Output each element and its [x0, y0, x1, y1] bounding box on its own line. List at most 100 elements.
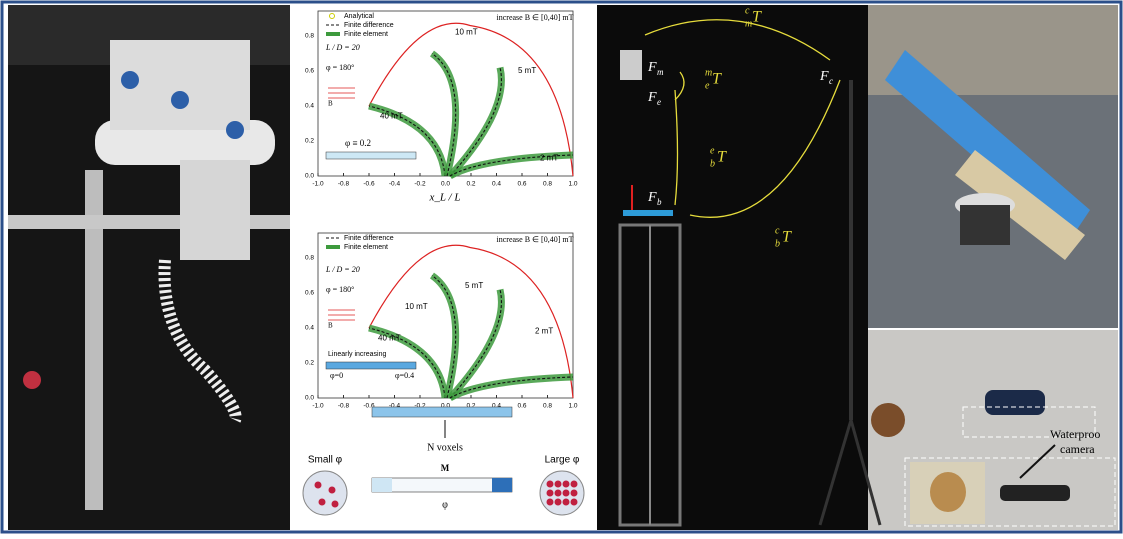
x-label: x_L / L: [429, 192, 461, 204]
camera-label: Waterproo: [1050, 427, 1100, 441]
particle: [571, 499, 578, 506]
curve-label: 40 mT: [378, 334, 401, 343]
curve-label: 2 mT: [540, 154, 558, 163]
gradient-rod: [372, 407, 512, 417]
transform-sub: b: [710, 158, 715, 169]
y-tick-label: 0.2: [305, 360, 314, 367]
y-tick-label: 0.0: [305, 173, 314, 180]
x-tick-label: 0.8: [543, 403, 552, 410]
photo-continuum-robot: [868, 5, 1118, 328]
particle: [571, 481, 578, 488]
rod: [326, 362, 416, 369]
transform-symbol: T: [717, 149, 727, 166]
x-tick-label: -0.8: [338, 403, 350, 410]
n-voxels: N voxels: [427, 442, 463, 453]
transform-sub: b: [775, 238, 780, 249]
voxel-strip-end: [492, 478, 512, 492]
x-tick-label: 1.0: [568, 403, 577, 410]
x-tick-label: 1.0: [568, 181, 577, 188]
y-tick-label: 0.8: [305, 255, 314, 262]
legend-label: Finite element: [344, 244, 388, 251]
photo-tracking: [597, 5, 880, 530]
transform-sup: c: [775, 225, 780, 236]
curve-label: 40 mT: [380, 112, 403, 121]
particle: [547, 490, 554, 497]
voxel-phi: φ: [442, 499, 448, 510]
x-tick-label: 0.4: [492, 181, 501, 188]
frame-sub: e: [657, 97, 661, 107]
ratio: L / D = 20: [325, 43, 360, 52]
particle: [563, 499, 570, 506]
angle: φ = 180°: [326, 63, 354, 72]
voxel-strip-start: [372, 478, 392, 492]
y-tick-label: 0.4: [305, 103, 314, 110]
x-tick-label: 0.2: [466, 181, 475, 188]
y-tick-label: 0.2: [305, 138, 314, 145]
large-phi: Large φ: [545, 455, 580, 466]
frame-sub: b: [657, 197, 662, 207]
particle: [555, 490, 562, 497]
x-tick-label: 0.0: [441, 181, 450, 188]
y-tick-label: 0.6: [305, 68, 314, 75]
curve-label: 10 mT: [405, 302, 428, 311]
frame-symbol: F: [647, 60, 657, 75]
photo-underwater: Waterproo camera: [868, 330, 1118, 530]
phi: φ ≡ 0.2: [345, 138, 371, 148]
particle: [329, 487, 336, 494]
transform-sup: c: [745, 5, 750, 16]
particle: [547, 499, 554, 506]
camera-label: camera: [1060, 442, 1095, 456]
y-tick-label: 0.4: [305, 325, 314, 332]
field: B: [328, 322, 333, 330]
y-tick-label: 0.8: [305, 33, 314, 40]
frame-symbol: F: [647, 90, 657, 105]
ratio: L / D = 20: [325, 265, 360, 274]
particle: [547, 481, 554, 488]
legend-label: Analytical: [344, 13, 374, 20]
x-tick-label: -1.0: [312, 181, 324, 188]
curve-label: 2 mT: [535, 327, 553, 336]
x-tick-label: -0.6: [363, 181, 375, 188]
voxel-strip: [372, 478, 512, 492]
voxel-m: M: [441, 463, 450, 473]
legend-label: Finite difference: [344, 235, 394, 242]
transform-symbol: T: [712, 71, 722, 88]
x-tick-label: -0.8: [338, 181, 350, 188]
rod: [326, 152, 416, 159]
particle: [319, 499, 326, 506]
photo-robot-arm: [8, 5, 290, 530]
particle: [563, 490, 570, 497]
frame-sub: m: [657, 67, 664, 77]
particle: [555, 481, 562, 488]
field: B: [328, 100, 333, 108]
increase-note: increase B ∈ [0,40] mT: [497, 235, 574, 244]
phi-end: φ=0.4: [395, 371, 414, 380]
profile: Linearly increasing: [328, 351, 386, 358]
curve-label: 10 mT: [455, 28, 478, 37]
legend-label: Finite element: [344, 31, 388, 38]
figure: Waterproo camera FmFeFbFcmeTebTcmTcbT -1…: [0, 0, 1123, 534]
y-tick-label: 0.6: [305, 290, 314, 297]
x-tick-label: -0.4: [389, 181, 401, 188]
legend-label: Finite difference: [344, 22, 394, 29]
x-tick-label: 0.6: [517, 403, 526, 410]
curve-label: 5 mT: [465, 281, 483, 290]
particle: [563, 481, 570, 488]
phi-start: φ=0: [330, 371, 343, 380]
frame-symbol: F: [647, 190, 657, 205]
particle: [332, 501, 339, 508]
x-tick-label: 0.8: [543, 181, 552, 188]
particle: [555, 499, 562, 506]
small-phi-circle: [303, 471, 347, 515]
particle: [315, 482, 322, 489]
x-tick-label: -0.2: [414, 181, 426, 188]
transform-symbol: T: [782, 229, 792, 246]
x-tick-label: 0.6: [517, 181, 526, 188]
transform-symbol: T: [752, 9, 762, 26]
y-tick-label: 0.0: [305, 395, 314, 402]
x-tick-label: -1.0: [312, 403, 324, 410]
angle: φ = 180°: [326, 285, 354, 294]
frame-symbol: F: [819, 69, 829, 84]
particle: [571, 490, 578, 497]
transform-sub: e: [705, 80, 710, 91]
